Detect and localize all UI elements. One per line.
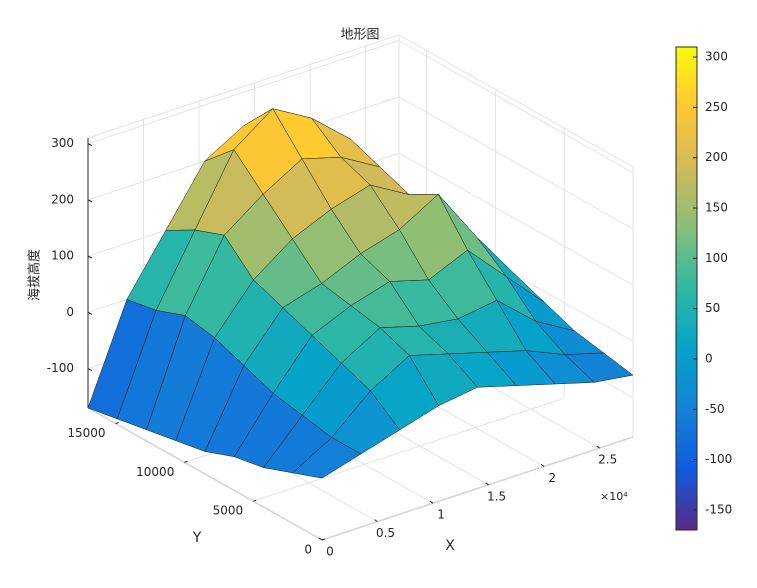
grid-line bbox=[87, 40, 400, 145]
tick-mark bbox=[485, 482, 489, 486]
colorbar-tick-label: 250 bbox=[705, 100, 728, 114]
tick-mark bbox=[321, 538, 326, 541]
y-tick-label: 10000 bbox=[136, 465, 174, 479]
z-tick-label: 100 bbox=[51, 249, 74, 263]
z-tick-label: 0 bbox=[66, 305, 74, 319]
x-tick-label: 1 bbox=[437, 508, 445, 522]
colorbar-tick-label: 0 bbox=[705, 351, 713, 365]
x-tick-label: 2.5 bbox=[598, 453, 617, 467]
y-tick-label: 5000 bbox=[213, 504, 244, 518]
colorbar bbox=[675, 46, 698, 531]
colorbar-tick-label: -50 bbox=[705, 402, 725, 416]
tick-mark bbox=[87, 368, 93, 372]
tick-mark bbox=[184, 460, 188, 463]
tick-mark bbox=[87, 143, 93, 147]
y-axis-label: Y bbox=[192, 530, 202, 546]
colorbar-tick-label: 300 bbox=[705, 50, 728, 64]
tick-mark bbox=[429, 500, 434, 504]
tick-mark bbox=[115, 422, 119, 425]
grid-line bbox=[398, 40, 634, 174]
grid-line bbox=[398, 96, 634, 230]
x-exponent: ×10⁴ bbox=[600, 490, 628, 503]
tick-mark bbox=[87, 311, 93, 315]
x-tick-label: 0.5 bbox=[376, 526, 395, 540]
tick-mark bbox=[87, 255, 93, 259]
x-tick-label: 0 bbox=[326, 545, 334, 559]
grid-line bbox=[87, 407, 323, 541]
z-axis-label: 海拔高度 bbox=[27, 249, 43, 301]
tick-mark bbox=[87, 199, 93, 203]
grid-line bbox=[321, 436, 634, 541]
box-edge bbox=[87, 34, 400, 139]
y-tick-label: 0 bbox=[304, 543, 312, 557]
surface bbox=[87, 108, 634, 479]
chart-title: 地形图 bbox=[340, 28, 379, 43]
surface-cell bbox=[292, 437, 362, 479]
tick-mark bbox=[318, 537, 323, 541]
grid-line bbox=[253, 397, 565, 502]
z-tick-label: 300 bbox=[51, 136, 74, 150]
colorbar-tick-label: -150 bbox=[705, 502, 732, 516]
x-tick-label: 1.5 bbox=[487, 489, 506, 503]
tick-mark bbox=[374, 519, 378, 523]
tick-mark bbox=[253, 499, 257, 502]
colorbar-tick-label: 200 bbox=[705, 150, 728, 164]
colorbar-tick-label: 150 bbox=[705, 201, 728, 215]
x-axis-label: X bbox=[445, 538, 455, 554]
box-edge bbox=[398, 34, 634, 168]
z-tick-label: -100 bbox=[47, 361, 74, 375]
tick-mark bbox=[540, 464, 545, 467]
z-tick-label: 200 bbox=[51, 192, 74, 206]
colorbar-tick-label: 50 bbox=[705, 301, 720, 315]
x-tick-label: 2 bbox=[548, 471, 556, 485]
grid-line bbox=[398, 152, 634, 286]
tick-mark bbox=[596, 445, 600, 449]
axes-labels: 0 0.5 1 1.5 2 2.5 0 5000 10000 15000 -100 0 100 200 30… bbox=[47, 136, 617, 558]
y-tick-label: 15000 bbox=[67, 426, 105, 440]
colorbar-tick-label: -100 bbox=[705, 452, 732, 466]
colorbar-tick-label: 100 bbox=[705, 251, 728, 265]
